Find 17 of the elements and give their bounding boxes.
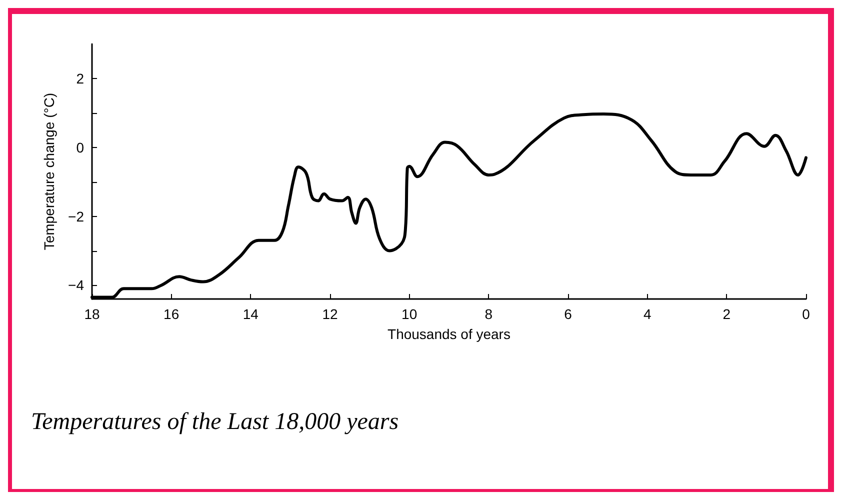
- y-tick-label: 0: [76, 139, 84, 156]
- x-tick-label: 18: [84, 306, 100, 322]
- x-tick-label: 14: [242, 306, 259, 322]
- x-tick-label: 4: [643, 306, 652, 322]
- x-tick-label: 16: [164, 306, 180, 322]
- x-axis-title: Thousands of years: [388, 326, 510, 342]
- x-tick-label: 2: [722, 306, 731, 322]
- x-tick-label: 8: [484, 306, 493, 322]
- y-tick-label: −4: [68, 277, 84, 294]
- y-tick-label: −2: [68, 208, 84, 224]
- x-tick-label: 10: [402, 306, 418, 322]
- y-tick-label: 2: [76, 70, 84, 86]
- x-tick-label: 12: [322, 306, 338, 322]
- x-tick-label: 6: [564, 306, 572, 322]
- text: Temperatures of the Last 18,000 years: [31, 409, 399, 435]
- x-tick-label: 0: [802, 306, 810, 322]
- y-axis-title: Temperature change (°C): [41, 92, 57, 250]
